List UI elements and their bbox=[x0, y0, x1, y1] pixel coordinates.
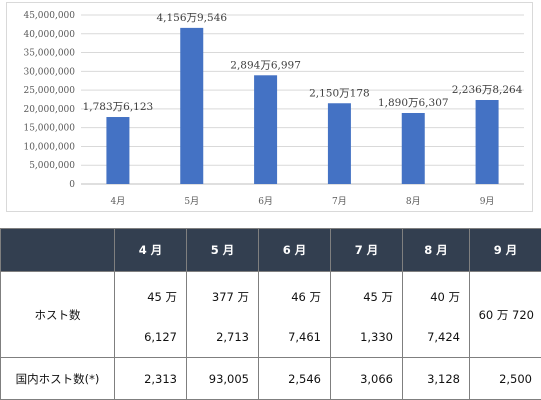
header-month: 9 月 bbox=[469, 228, 541, 272]
table-header-row: 4 月 5 月 6 月 7 月 8 月 9 月 bbox=[0, 228, 541, 272]
hosts-remainder-value: 2,713 bbox=[216, 330, 249, 344]
hosts-cell-apr: 45 万 6,127 bbox=[114, 271, 187, 358]
data-label: 2,236万8,264 bbox=[452, 84, 523, 96]
x-tick-label: 7月 bbox=[332, 196, 347, 207]
domestic-value: 93,005 bbox=[186, 357, 259, 400]
header-corner bbox=[0, 228, 115, 272]
y-tick-label: 15,000,000 bbox=[23, 124, 75, 134]
y-tick-label: 5,000,000 bbox=[29, 161, 75, 171]
table-row-hosts: ホスト数 45 万 6,127 377 万 2,713 46 万 7,461 4… bbox=[0, 271, 541, 358]
hosts-man-value: 377 万 bbox=[211, 290, 249, 304]
data-label: 1,890万6,307 bbox=[378, 97, 449, 109]
hosts-man-value: 45 万 bbox=[363, 290, 393, 304]
bar bbox=[327, 103, 351, 184]
domestic-value: 3,066 bbox=[330, 357, 403, 400]
bar bbox=[475, 99, 499, 184]
header-month: 8 月 bbox=[402, 228, 470, 272]
hosts-man-value: 45 万 bbox=[147, 290, 177, 304]
data-label: 1,783万6,123 bbox=[83, 101, 154, 113]
row-label-domestic: 国内ホスト数(*) bbox=[0, 357, 115, 400]
hosts-remainder-value: 7,461 bbox=[288, 330, 321, 344]
bar bbox=[180, 27, 204, 185]
domestic-value: 2,500 bbox=[469, 357, 541, 400]
x-tick-label: 4月 bbox=[111, 196, 126, 207]
data-label: 2,894万6,997 bbox=[230, 59, 301, 71]
y-tick-label: 40,000,000 bbox=[23, 30, 75, 40]
domestic-value: 3,128 bbox=[402, 357, 470, 400]
y-tick-label: 45,000,000 bbox=[23, 11, 75, 21]
table-row-domestic: 国内ホスト数(*) 2,313 93,005 2,546 3,066 3,128… bbox=[0, 357, 541, 400]
hosts-man-value: 46 万 bbox=[291, 290, 321, 304]
bar-chart: 0 5,000,000 10,000,000 15,000,000 20,000,000… bbox=[23, 11, 524, 207]
x-tick-label: 6月 bbox=[258, 196, 273, 207]
bar bbox=[106, 117, 130, 184]
header-month: 4 月 bbox=[114, 228, 187, 272]
hosts-cell-sep: 60 万 720 bbox=[469, 271, 541, 358]
y-tick-label: 0 bbox=[69, 180, 75, 190]
y-tick-label: 35,000,000 bbox=[23, 49, 75, 59]
hosts-remainder-value: 1,330 bbox=[360, 330, 393, 344]
y-tick-label: 10,000,000 bbox=[23, 142, 75, 152]
hosts-cell-jul: 45 万 1,330 bbox=[330, 271, 403, 358]
hosts-cell-may: 377 万 2,713 bbox=[186, 271, 259, 358]
hosts-cell-jun: 46 万 7,461 bbox=[258, 271, 331, 358]
chart-frame: 0 5,000,000 10,000,000 15,000,000 20,000,000… bbox=[6, 2, 533, 212]
data-label: 2,150万178 bbox=[309, 87, 370, 99]
hosts-remainder-value: 6,127 bbox=[144, 330, 177, 344]
y-tick-label: 25,000,000 bbox=[23, 86, 75, 96]
x-tick-label: 9月 bbox=[480, 196, 495, 207]
header-month: 6 月 bbox=[258, 228, 331, 272]
hosts-remainder-value: 7,424 bbox=[427, 330, 460, 344]
row-label-hosts: ホスト数 bbox=[0, 271, 115, 358]
host-stats-table: 4 月 5 月 6 月 7 月 8 月 9 月 ホスト数 45 万 6,127 … bbox=[0, 228, 541, 400]
data-label: 4,156万9,546 bbox=[156, 12, 227, 24]
header-month: 5 月 bbox=[186, 228, 259, 272]
x-tick-label: 5月 bbox=[184, 196, 199, 207]
hosts-man-value: 40 万 bbox=[430, 290, 460, 304]
hosts-cell-aug: 40 万 7,424 bbox=[402, 271, 470, 358]
domestic-value: 2,546 bbox=[258, 357, 331, 400]
bar bbox=[401, 112, 425, 184]
bar bbox=[254, 75, 278, 184]
x-tick-label: 8月 bbox=[406, 196, 421, 207]
y-tick-label: 30,000,000 bbox=[23, 67, 75, 77]
header-month: 7 月 bbox=[330, 228, 403, 272]
domestic-value: 2,313 bbox=[114, 357, 187, 400]
y-tick-label: 20,000,000 bbox=[23, 105, 75, 115]
